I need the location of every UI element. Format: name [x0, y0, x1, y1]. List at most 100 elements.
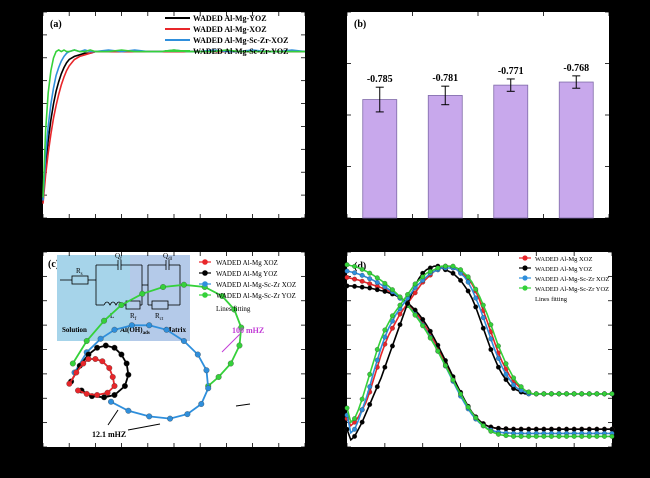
d-point-3-24 [435, 348, 441, 354]
d-point-1-42 [503, 426, 509, 432]
d-point-7-28 [450, 263, 456, 269]
d-point-7-22 [427, 269, 433, 274]
c-point-3-5 [160, 284, 167, 290]
c-point-2-6 [163, 326, 170, 333]
c-point-2-8 [194, 351, 201, 358]
d-legend-label-1: WADED Al-Mg YOZ [535, 266, 592, 273]
d-point-7-14 [397, 302, 403, 308]
c-point-1-6 [118, 351, 125, 358]
d-point-7-50 [533, 391, 539, 397]
c-point-0-4 [92, 356, 99, 362]
d-point-3-0 [344, 262, 350, 268]
annot-100mhz-arrow [221, 333, 241, 353]
d-point-6-34 [473, 295, 479, 301]
d-point-7-8 [374, 347, 380, 352]
d-point-5-6 [367, 402, 373, 407]
d-point-7-20 [420, 274, 426, 280]
label-rct: Rct [155, 312, 164, 322]
d-point-1-20 [420, 316, 426, 322]
panel-d-data [344, 262, 615, 442]
d-point-1-68 [602, 426, 607, 432]
d-point-4-14 [397, 311, 403, 317]
d-point-3-54 [549, 433, 554, 439]
d-point-1-58 [564, 426, 569, 432]
d-point-7-62 [579, 391, 585, 397]
d-point-3-20 [420, 323, 426, 329]
d-point-6-32 [465, 279, 471, 285]
d-point-1-56 [556, 426, 562, 432]
c-point-3-4 [139, 290, 146, 297]
d-point-7-24 [435, 265, 441, 271]
panel-c-ticks [42, 251, 306, 448]
d-point-0-0 [344, 275, 350, 280]
d-point-3-44 [511, 433, 516, 439]
d-point-7-40 [496, 343, 501, 349]
d-point-7-52 [541, 391, 547, 397]
d-point-7-18 [412, 281, 418, 287]
d-point-2-8 [374, 280, 380, 285]
c-point-2-10 [205, 385, 212, 392]
c-point-3-13 [215, 374, 222, 380]
d-point-7-32 [465, 274, 471, 280]
d-point-2-0 [344, 268, 350, 274]
d-point-5-12 [390, 343, 395, 349]
d-point-7-36 [480, 302, 486, 308]
c-point-0-0 [66, 380, 73, 387]
panel-b-ticks [346, 11, 610, 219]
d-point-1-48 [526, 426, 532, 432]
d-point-2-4 [359, 272, 365, 278]
d-point-3-58 [564, 433, 569, 439]
c-point-3-11 [236, 342, 243, 349]
panel-d-label: (d) [354, 261, 366, 272]
d-point-6-2 [352, 426, 357, 432]
d-point-5-2 [352, 433, 357, 439]
c-point-0-1 [73, 369, 80, 376]
label-qdl: Qdl [163, 252, 173, 262]
c-point-3-0 [69, 360, 76, 367]
c-point-1-8 [125, 371, 132, 378]
c-legend-fit-label: Lines fitting [216, 305, 251, 313]
d-point-5-40 [496, 364, 501, 370]
d-point-7-48 [526, 389, 532, 395]
d-point-5-42 [503, 377, 509, 383]
d-point-3-4 [359, 266, 365, 272]
annot-12mhz-arrow-2 [127, 423, 161, 431]
c-point-0-6 [106, 365, 113, 371]
d-point-1-2 [352, 283, 357, 289]
d-point-3-70 [609, 433, 615, 439]
c-point-1-5 [111, 344, 118, 351]
d-point-1-52 [541, 426, 547, 432]
d-point-5-10 [382, 364, 388, 370]
d-point-1-44 [511, 426, 516, 432]
d-point-3-10 [382, 280, 388, 286]
d-point-7-56 [556, 391, 562, 397]
d-point-5-38 [488, 347, 494, 352]
panel-c-legend: WADED Al-Mg XOZ WADED Al-Mg YOZ WADED Al-M… [199, 259, 296, 313]
d-point-7-30 [458, 267, 463, 273]
d-point-7-44 [511, 375, 516, 381]
d-legend-label-3: WADED Al-Mg-Sc-Zr YOZ [535, 286, 609, 293]
d-point-3-22 [427, 335, 433, 341]
a-legend-label-2: WADED Al-Mg-Sc-Zr-XOZ [193, 36, 288, 45]
c-point-1-9 [121, 383, 128, 389]
b-bar-2 [493, 84, 529, 219]
b-data-label-3: -0.768 [563, 63, 589, 74]
d-point-6-36 [480, 315, 486, 321]
d-point-2-2 [352, 270, 357, 276]
a-series-line-3 [42, 49, 305, 198]
c-point-2-12 [184, 411, 191, 418]
d-point-7-16 [405, 292, 410, 297]
d-point-1-22 [427, 328, 433, 334]
c-point-2-15 [125, 407, 132, 414]
panel-d-legend: WADED Al-Mg XOZ WADED Al-Mg YOZ WADED Al-M… [519, 255, 609, 303]
d-point-1-62 [579, 426, 585, 432]
c-point-3-2 [101, 317, 108, 324]
c-point-2-14 [146, 413, 153, 420]
d-point-5-34 [473, 304, 479, 310]
d-point-6-44 [511, 382, 516, 388]
panel-a-legend: WADED Al-Mg-YOZ WADED Al-Mg-XOZ WADED Al-M… [165, 14, 288, 56]
panel-a-plot-area [43, 12, 305, 218]
d-point-3-18 [412, 312, 418, 318]
d-point-3-14 [397, 294, 403, 300]
d-point-7-10 [382, 327, 388, 333]
